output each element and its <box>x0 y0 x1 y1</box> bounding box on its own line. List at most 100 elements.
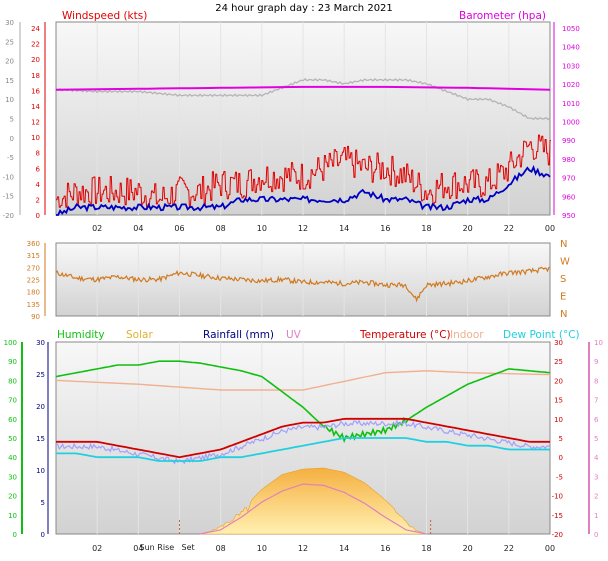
wind-tick: 0 <box>36 212 40 220</box>
series-humidity <box>55 360 551 444</box>
panel3-x-tick: 00 <box>545 544 555 553</box>
panel1-x-tick: 10 <box>257 224 267 233</box>
sunrise-label: Sun Rise <box>140 543 175 552</box>
panel1-x-tick: 22 <box>504 224 514 233</box>
temperature-tick: 10 <box>554 416 563 424</box>
wind-outer-tick: -5 <box>7 154 14 162</box>
compass-tick: N <box>560 239 567 250</box>
series-windspeed-avg <box>56 164 551 216</box>
wind-tick: 16 <box>31 87 40 95</box>
series-wind-direction <box>55 266 551 303</box>
temperature-tick: 25 <box>554 358 563 366</box>
uv-tick: 0 <box>594 531 598 539</box>
series-solar <box>200 467 427 535</box>
humidity-tick: 40 <box>8 454 17 462</box>
direction-tick: 360 <box>27 240 40 248</box>
series-feels-like <box>55 419 551 465</box>
uv-tick: 7 <box>594 397 598 405</box>
wind-tick: 12 <box>31 119 40 127</box>
panel1-x-tick: 18 <box>421 224 431 233</box>
rain-tick: 15 <box>36 435 45 443</box>
wind-outer-tick: 0 <box>10 135 14 143</box>
panel3-x-tick: 16 <box>380 544 390 553</box>
panel1-x-tick: 20 <box>463 224 473 233</box>
wind-tick: 20 <box>31 56 40 64</box>
uv-tick: 4 <box>594 454 599 462</box>
humidity-tick: 60 <box>8 416 17 424</box>
rain-tick: 0 <box>41 531 45 539</box>
baro-tick: 1030 <box>562 62 580 70</box>
legend-solar: Solar <box>126 329 153 341</box>
uv-tick: 10 <box>594 339 603 347</box>
temperature-tick: 20 <box>554 377 563 385</box>
baro-tick: 1010 <box>562 100 580 108</box>
compass-tick: S <box>560 274 566 285</box>
baro-tick: 1040 <box>562 44 580 52</box>
wind-outer-tick: -15 <box>3 193 14 201</box>
wind-outer-tick: 30 <box>5 19 14 27</box>
humidity-tick: 80 <box>8 377 17 385</box>
series-barometer <box>55 85 551 91</box>
wind-outer-tick: 20 <box>5 58 14 66</box>
windspeed-axis-label: Windspeed (kts) <box>62 10 147 22</box>
direction-tick: 225 <box>27 277 40 285</box>
humidity-tick: 30 <box>8 473 17 481</box>
uv-tick: 8 <box>594 377 598 385</box>
legend-indoor: Indoor <box>450 329 484 341</box>
wind-outer-tick: 5 <box>10 116 14 124</box>
panel3-x-tick: 04 <box>133 544 143 553</box>
temperature-tick: 5 <box>559 435 563 443</box>
wind-tick: 4 <box>36 181 41 189</box>
temperature-tick: -15 <box>552 512 563 520</box>
direction-tick: 270 <box>27 264 40 272</box>
panel3-x-tick: 08 <box>216 544 226 553</box>
panel1-x-tick: 00 <box>545 224 555 233</box>
sunset-label: Set <box>182 543 195 552</box>
legend-humidity: Humidity <box>57 329 105 341</box>
legend-temperature: Temperature (°C) <box>359 329 451 341</box>
rain-tick: 25 <box>36 371 45 379</box>
panel1-x-tick: 14 <box>339 224 349 233</box>
temperature-tick: -20 <box>552 531 563 539</box>
compass-tick: W <box>560 257 570 268</box>
series-indoor <box>55 370 551 391</box>
wind-tick: 14 <box>31 103 40 111</box>
baro-tick: 1050 <box>562 25 580 33</box>
humidity-tick: 20 <box>8 493 17 501</box>
panel3-x-tick: 02 <box>92 544 102 553</box>
uv-tick: 2 <box>594 493 598 501</box>
wind-tick: 18 <box>31 72 40 80</box>
wind-tick: 22 <box>31 41 40 49</box>
baro-tick: 1000 <box>562 119 580 127</box>
legend-rainfall: Rainfall (mm) <box>203 329 274 341</box>
wind-outer-tick: -20 <box>3 212 14 220</box>
series-temperature <box>56 417 550 459</box>
panel1-x-tick: 16 <box>380 224 390 233</box>
uv-tick: 9 <box>594 358 598 366</box>
temperature-tick: 15 <box>554 397 563 405</box>
panel1-x-tick: 08 <box>216 224 226 233</box>
panel1-x-tick: 02 <box>92 224 102 233</box>
panel3-x-tick: 12 <box>298 544 308 553</box>
temperature-tick: -5 <box>556 473 563 481</box>
baro-tick: 980 <box>562 156 575 164</box>
uv-tick: 5 <box>594 435 598 443</box>
wind-tick: 10 <box>31 134 40 142</box>
humidity-tick: 50 <box>8 435 17 443</box>
baro-tick: 960 <box>562 193 575 201</box>
rain-tick: 10 <box>36 467 45 475</box>
direction-tick: 135 <box>27 301 40 309</box>
compass-tick: N <box>560 309 567 320</box>
panel3-x-tick: 20 <box>463 544 473 553</box>
legend-uv: UV <box>286 329 302 341</box>
wind-outer-tick: 25 <box>5 38 14 46</box>
wind-tick: 6 <box>36 165 41 173</box>
series-temperature-grey <box>55 78 551 121</box>
series-windspeed <box>56 134 551 208</box>
wind-outer-tick: -10 <box>3 173 14 181</box>
wind-tick: 8 <box>36 150 40 158</box>
uv-tick: 3 <box>594 473 598 481</box>
uv-tick: 1 <box>594 512 598 520</box>
wind-tick: 2 <box>36 196 40 204</box>
